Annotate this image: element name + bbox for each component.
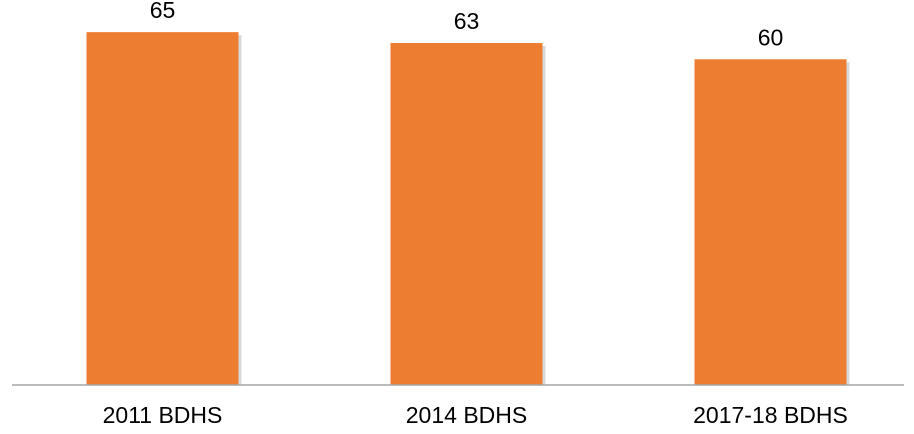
x-tick-label: 2011 BDHS	[103, 402, 223, 428]
x-tick-label: 2017-18 BDHS	[693, 402, 848, 428]
x-tick-labels-group: 2011 BDHS 2014 BDHS 2017-18 BDHS	[103, 402, 848, 428]
bar	[390, 43, 543, 385]
data-label: 65	[150, 0, 176, 23]
bar	[694, 59, 847, 386]
bars-group	[86, 32, 850, 386]
data-label: 60	[758, 24, 784, 50]
x-tick-label: 2014 BDHS	[406, 402, 527, 428]
bar	[86, 32, 239, 386]
data-labels-group: 65 63 60	[150, 0, 784, 50]
data-label: 63	[454, 8, 480, 34]
